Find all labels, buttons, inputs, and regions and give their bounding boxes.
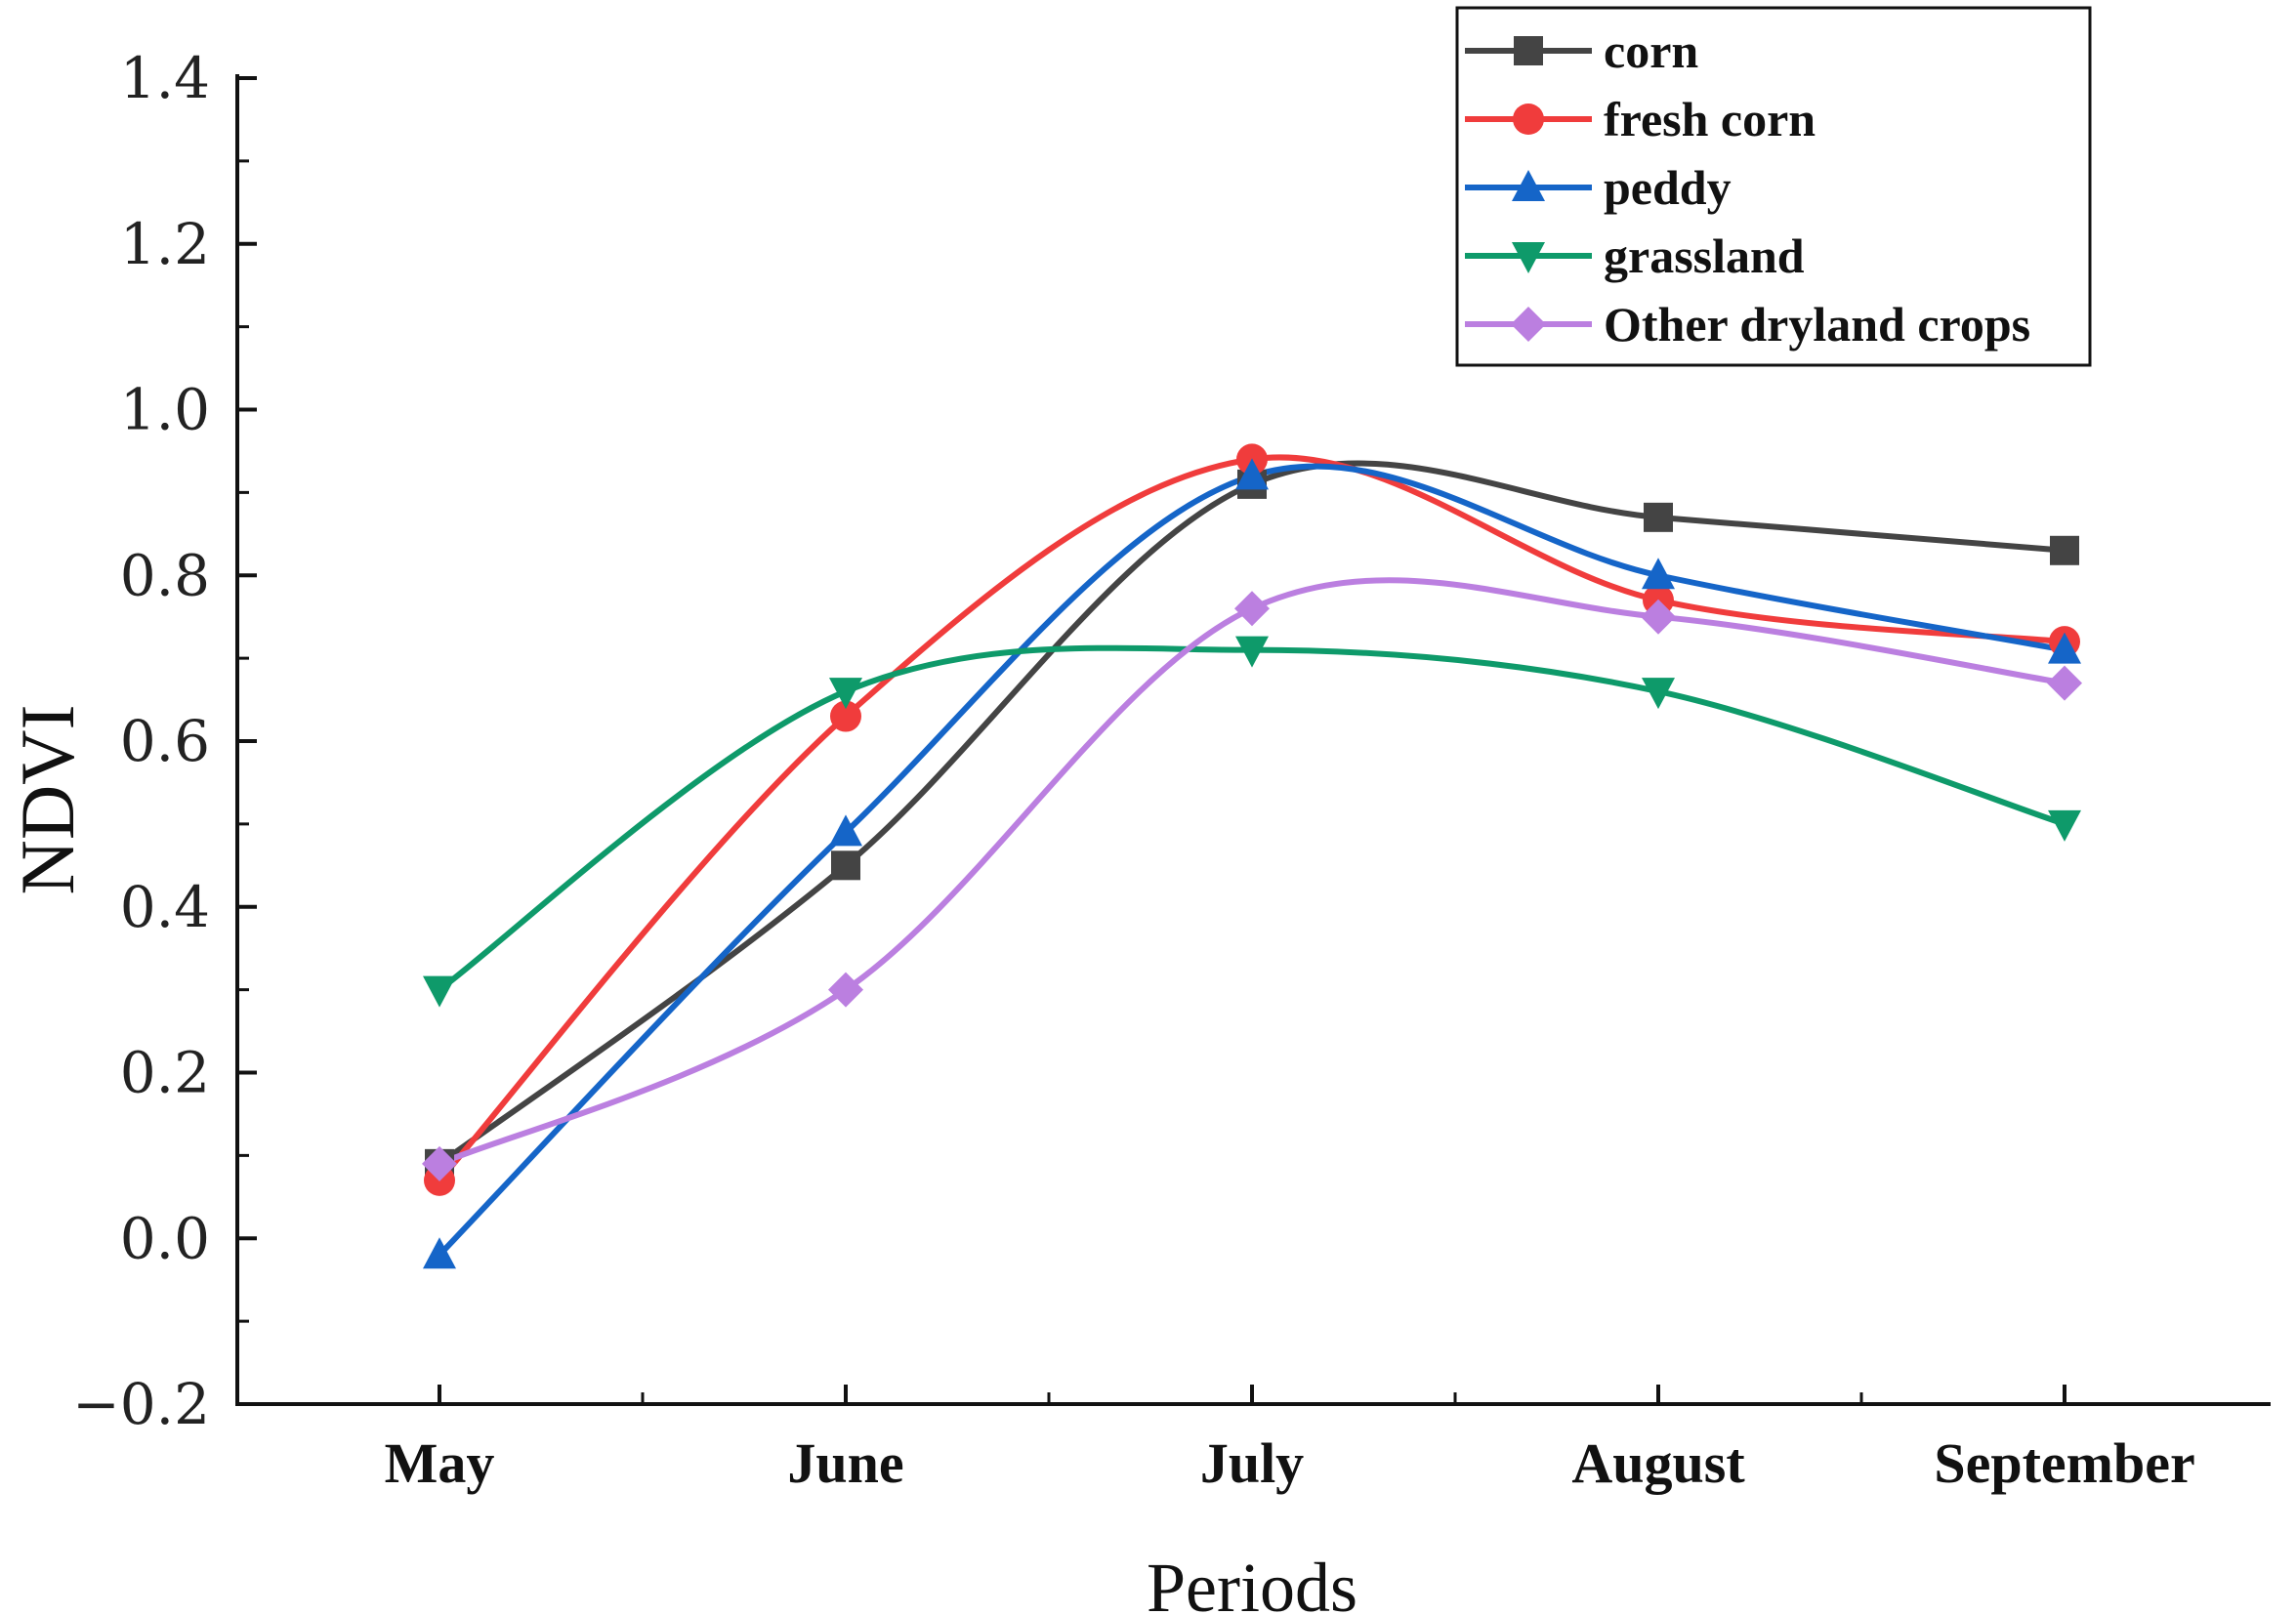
legend-marker-peddy	[1512, 170, 1545, 201]
series-line-corn	[437, 460, 2067, 1167]
y-tick-label: 1.0	[120, 377, 210, 443]
legend-label: corn	[1604, 23, 1698, 78]
legend-label: Other dryland crops	[1604, 297, 2030, 352]
data-point-grassland	[1235, 636, 1269, 668]
legend-label: grassland	[1604, 228, 1805, 283]
x-tick-label: May	[385, 1431, 495, 1495]
legend-label: fresh corn	[1604, 92, 1816, 146]
series-line-grassland	[437, 644, 2067, 993]
series-line-peddy	[437, 463, 2067, 1259]
data-point-grassland	[1642, 678, 1675, 710]
y-axis-title: NDVI	[5, 705, 90, 895]
data-point-peddy	[423, 1237, 456, 1269]
data-point-other-dryland-crops	[422, 1145, 457, 1181]
y-tick-label: 0.4	[120, 874, 210, 940]
y-axis-ticks: −0.2 0.0 0.2 0.4 0.6 0.8 1.0 1.2 1.4	[72, 45, 257, 1437]
x-tick-label: September	[1934, 1431, 2194, 1495]
data-point-peddy	[2048, 632, 2081, 664]
y-tick-label: 0.0	[120, 1205, 210, 1271]
y-tick-label: 0.2	[120, 1040, 210, 1106]
series-line-fresh-corn	[437, 454, 2067, 1183]
legend-marker-other-dryland-crops	[1511, 307, 1546, 342]
data-point-grassland	[829, 678, 862, 710]
legend-marker-grassland	[1512, 242, 1545, 273]
y-tick-label: 1.4	[120, 45, 210, 111]
data-point-peddy	[1642, 558, 1675, 590]
x-tick-label: July	[1200, 1431, 1304, 1495]
legend-label: peddy	[1604, 160, 1732, 215]
y-tick-label: −0.2	[72, 1371, 210, 1437]
y-tick-label: 1.2	[120, 211, 210, 277]
legend: corn fresh corn peddy grassland Other drylan…	[1455, 6, 2092, 367]
data-point-corn	[2050, 535, 2079, 565]
series-lines	[437, 454, 2067, 1259]
y-tick-label: 0.6	[120, 708, 210, 774]
x-tick-label: August	[1571, 1431, 1745, 1495]
series-line-other-dryland-crops	[437, 577, 2067, 1167]
legend-marker-corn	[1514, 36, 1543, 65]
data-point-peddy	[1235, 458, 1269, 490]
data-point-corn	[1644, 502, 1673, 532]
data-point-other-dryland-crops	[1234, 591, 1270, 627]
x-tick-label: June	[787, 1431, 903, 1495]
data-point-other-dryland-crops	[828, 972, 863, 1008]
data-point-grassland	[2048, 809, 2081, 842]
data-point-other-dryland-crops	[2047, 665, 2082, 701]
y-tick-label: 0.8	[120, 542, 210, 608]
data-point-peddy	[829, 814, 862, 847]
data-point-fresh-corn	[830, 700, 861, 732]
data-point-grassland	[423, 975, 456, 1008]
data-point-corn	[831, 850, 860, 881]
data-point-other-dryland-crops	[1641, 599, 1676, 635]
x-axis-title: Periods	[1147, 1549, 1357, 1615]
x-axis-ticks: May June July August September	[385, 1385, 2195, 1495]
series-markers	[422, 443, 2082, 1269]
legend-marker-fresh-corn	[1513, 104, 1544, 135]
